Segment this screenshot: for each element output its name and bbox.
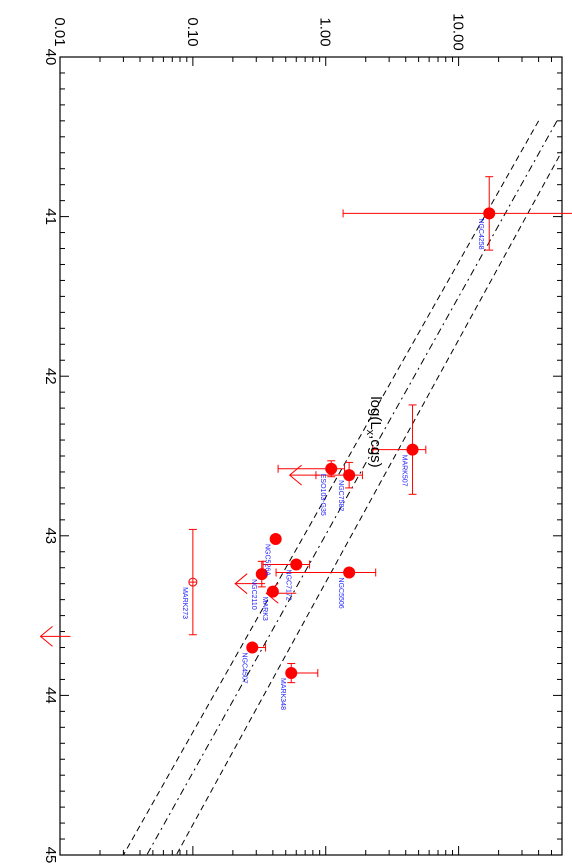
point-label: MARK273 <box>181 587 188 619</box>
arrow-head <box>234 573 248 595</box>
point-label: NGC7582 <box>337 480 344 511</box>
point-label: NGC4258 <box>477 218 484 249</box>
point-label: MARK507 <box>401 455 408 487</box>
x-axis-title-suffix: ,cgs) <box>367 435 384 468</box>
upper-limit-arrow <box>288 464 320 486</box>
axes: 40 41 42 43 44 45 0.01 0.10 1.00 10.00 <box>42 13 563 864</box>
y-tick-label: 0.10 <box>184 17 201 46</box>
arrow-head <box>288 464 302 486</box>
point-label: NGC5506 <box>337 578 344 609</box>
point-label: NGC526A <box>264 544 271 576</box>
arrow-head <box>265 582 279 604</box>
data-point <box>269 532 282 545</box>
point-labels: NGC4258 MARK507 NGC7582 ESO103-G35 NGC5506 NG… <box>181 218 484 710</box>
marker-filled <box>343 469 356 482</box>
marker-filled <box>266 585 279 598</box>
marker-filled <box>325 462 338 475</box>
data-point <box>262 558 311 571</box>
point-label: NGC7172 <box>284 570 291 601</box>
x-tick-label: 45 <box>42 847 59 864</box>
x-axis-title: log(Lx,cgs) <box>364 396 384 467</box>
upper-limit-arrow <box>265 582 297 604</box>
x-axis-title-sub: x <box>364 430 376 436</box>
x-tick-label: 41 <box>42 208 59 225</box>
fit-line-dashed <box>122 120 540 855</box>
y-tick-label: 1.00 <box>317 17 334 46</box>
data-point <box>372 404 427 495</box>
marker-filled <box>269 532 282 545</box>
point-label: NGC4507 <box>240 653 247 684</box>
marker-filled <box>246 641 259 654</box>
fit-line-dashed <box>175 150 562 855</box>
x-tick-label: 40 <box>42 49 59 66</box>
x-axis-title-main: log(L <box>367 396 384 429</box>
data-point <box>266 585 279 598</box>
upper-limit-arrow <box>234 573 266 595</box>
x-tick-label: 42 <box>42 368 59 385</box>
data-points <box>39 176 572 684</box>
data-point <box>275 566 377 579</box>
data-point <box>342 176 572 251</box>
data-point <box>188 528 198 636</box>
data-point <box>255 560 268 588</box>
arrow-head <box>39 625 53 647</box>
y-tick-label: 0.01 <box>51 17 68 46</box>
marker-filled <box>343 566 356 579</box>
marker-filled <box>406 443 419 456</box>
point-label: ESO103-G35 <box>319 474 326 516</box>
x-tick-label: 43 <box>42 527 59 544</box>
data-point <box>315 461 363 489</box>
data-point <box>246 641 267 654</box>
point-label: NGC2110 <box>250 579 257 610</box>
point-label: MARK348 <box>279 678 286 710</box>
data-point <box>285 662 319 684</box>
upper-limit-arrow <box>39 625 71 647</box>
point-label: MARK3 <box>261 597 268 621</box>
marker-filled <box>483 207 496 220</box>
x-tick-label: 44 <box>42 687 59 704</box>
y-tick-label: 10.00 <box>450 13 467 51</box>
marker-filled <box>290 558 303 571</box>
data-point <box>277 460 346 478</box>
marker-filled <box>255 568 268 581</box>
marker-filled <box>285 667 298 680</box>
